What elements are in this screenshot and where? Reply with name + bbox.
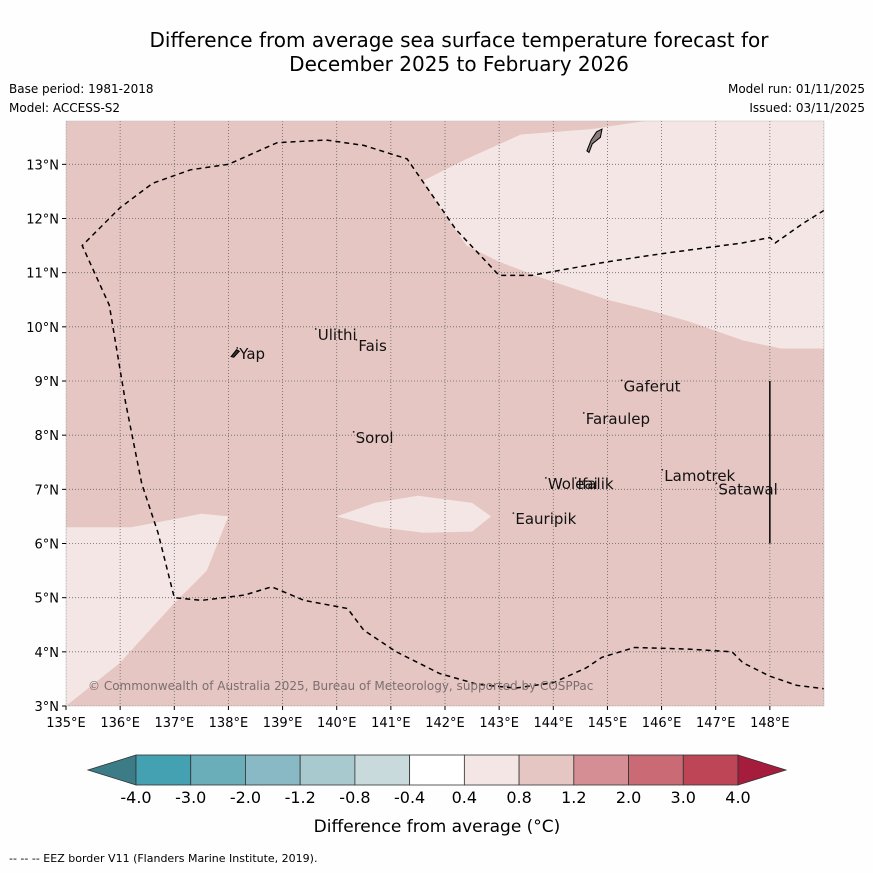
colorbar-low-extend bbox=[86, 754, 137, 786]
lon-tick-label: 144°E bbox=[534, 716, 574, 731]
place-label-sorol: Sorol bbox=[356, 429, 394, 447]
colorbar-segment bbox=[409, 754, 465, 786]
colorbar-segment bbox=[354, 754, 411, 786]
guam-landmass bbox=[586, 128, 603, 154]
lon-tick-label: 139°E bbox=[263, 716, 303, 731]
lon-tick-label: 140°E bbox=[317, 716, 357, 731]
model-run: Model run: 01/11/2025 bbox=[727, 82, 865, 96]
colorbar-tick-label: -0.4 bbox=[394, 788, 425, 807]
lat-tick-label: 4°N bbox=[35, 646, 60, 661]
lon-tick-label: 143°E bbox=[479, 716, 519, 731]
copyright-notice: © Commonwealth of Australia 2025, Bureau… bbox=[88, 679, 593, 693]
colorbar-segment bbox=[135, 754, 192, 786]
place-label-faraulep: Faraulep bbox=[586, 410, 650, 428]
lat-tick-label: 6°N bbox=[35, 538, 60, 553]
colorbar-segment bbox=[682, 754, 739, 786]
lat-tick-label: 7°N bbox=[35, 483, 60, 498]
lat-tick-label: 12°N bbox=[26, 213, 59, 228]
colorbar-segment bbox=[299, 754, 356, 786]
place-marker bbox=[544, 477, 547, 479]
colorbar-segment bbox=[628, 754, 684, 786]
place-label-satawal: Satawal bbox=[718, 480, 777, 498]
lat-tick-label: 10°N bbox=[26, 321, 59, 336]
colorbar-tick-label: 1.2 bbox=[561, 788, 586, 807]
place-label-woleai: Woleai bbox=[548, 475, 598, 493]
info-left: Base period: 1981-2018 Model: ACCESS-S2 bbox=[9, 80, 154, 118]
lat-tick-label: 9°N bbox=[35, 375, 60, 390]
base-period: Base period: 1981-2018 bbox=[9, 82, 154, 96]
lon-tick-label: 137°E bbox=[155, 716, 195, 731]
colorbar-segment bbox=[190, 754, 246, 786]
info-right: Model run: 01/11/2025 Issued: 03/11/2025 bbox=[728, 80, 865, 118]
colorbar-tick-label: 3.0 bbox=[671, 788, 696, 807]
place-marker bbox=[715, 482, 718, 485]
lon-tick-label: 148°E bbox=[750, 716, 790, 731]
title-line-2: December 2025 to February 2026 bbox=[289, 52, 629, 76]
lon-tick-label: 142°E bbox=[425, 716, 465, 731]
place-label-fais: Fais bbox=[358, 337, 387, 355]
colorbar-high-extend bbox=[737, 754, 788, 786]
lat-tick-label: 3°N bbox=[35, 700, 60, 715]
place-marker bbox=[661, 468, 664, 471]
lat-tick-label: 5°N bbox=[35, 592, 60, 607]
colorbar-tick-label: 4.0 bbox=[725, 788, 750, 807]
colorbar-tick-label: -4.0 bbox=[120, 788, 151, 807]
place-label-gaferut: Gaferut bbox=[624, 377, 681, 395]
colorbar-tick-label: -0.8 bbox=[339, 788, 370, 807]
colorbar-segment bbox=[518, 754, 575, 786]
anomaly-region-0.4-0.8-northeast bbox=[423, 121, 824, 349]
eez-border bbox=[81, 139, 824, 690]
place-label-yap: Yap bbox=[238, 345, 265, 363]
colorbar: -4.0 -3.0 -2.0 -1.2 -0.8 -0.4 0.4 0.8 1.2 2.0 3.0 4… bbox=[86, 754, 788, 837]
colorbar-tick-label: 0.4 bbox=[452, 788, 477, 807]
eez-footnote: -- -- -- EEZ border V11 (Flanders Marine… bbox=[9, 852, 318, 865]
place-label-ulithi: Ulithi bbox=[318, 326, 357, 344]
place-label-eauripik: Eauripik bbox=[515, 510, 576, 528]
lon-tick-label: 145°E bbox=[588, 716, 628, 731]
colorbar-tick-label: -3.0 bbox=[175, 788, 206, 807]
place-marker bbox=[620, 379, 623, 382]
place-marker bbox=[574, 477, 577, 479]
yap-landmass bbox=[230, 348, 241, 358]
model-name: Model: ACCESS-S2 bbox=[9, 101, 121, 115]
colorbar-tick-label: 0.8 bbox=[506, 788, 531, 807]
colorbar-label: Difference from average (°C) bbox=[314, 817, 561, 837]
lon-tick-label: 141°E bbox=[371, 716, 411, 731]
lat-tick-label: 13°N bbox=[26, 158, 59, 173]
lon-tick-label: 146°E bbox=[642, 716, 682, 731]
colorbar-tick-label: -2.0 bbox=[230, 788, 261, 807]
place-marker bbox=[352, 430, 355, 433]
anomaly-region-0.4-0.8-central bbox=[336, 495, 491, 533]
chart-title: Difference from average sea surface temp… bbox=[0, 28, 873, 76]
place-marker bbox=[512, 512, 515, 515]
lon-tick-label: 147°E bbox=[696, 716, 736, 731]
lat-tick-label: 11°N bbox=[26, 267, 59, 282]
place-marker bbox=[314, 328, 317, 330]
colorbar-tick-label: 2.0 bbox=[616, 788, 641, 807]
anomaly-region-0.4-0.8-southwest bbox=[66, 513, 229, 706]
colorbar-tick-label: -1.2 bbox=[285, 788, 316, 807]
place-marker bbox=[355, 338, 358, 341]
lon-tick-label: 138°E bbox=[209, 716, 249, 731]
colorbar-segment bbox=[463, 754, 520, 786]
place-marker bbox=[236, 347, 239, 349]
lon-tick-label: 136°E bbox=[100, 716, 140, 731]
issued-date: Issued: 03/11/2025 bbox=[749, 101, 865, 115]
title-line-1: Difference from average sea surface temp… bbox=[149, 28, 769, 52]
lon-tick-label: 135°E bbox=[46, 716, 86, 731]
colorbar-segment bbox=[245, 754, 301, 786]
place-label-ifalik: Ifalik bbox=[578, 475, 614, 493]
place-label-lamotrek: Lamotrek bbox=[664, 467, 735, 485]
colorbar-segment bbox=[573, 754, 629, 786]
place-marker bbox=[582, 412, 585, 414]
lat-tick-label: 8°N bbox=[35, 429, 60, 444]
